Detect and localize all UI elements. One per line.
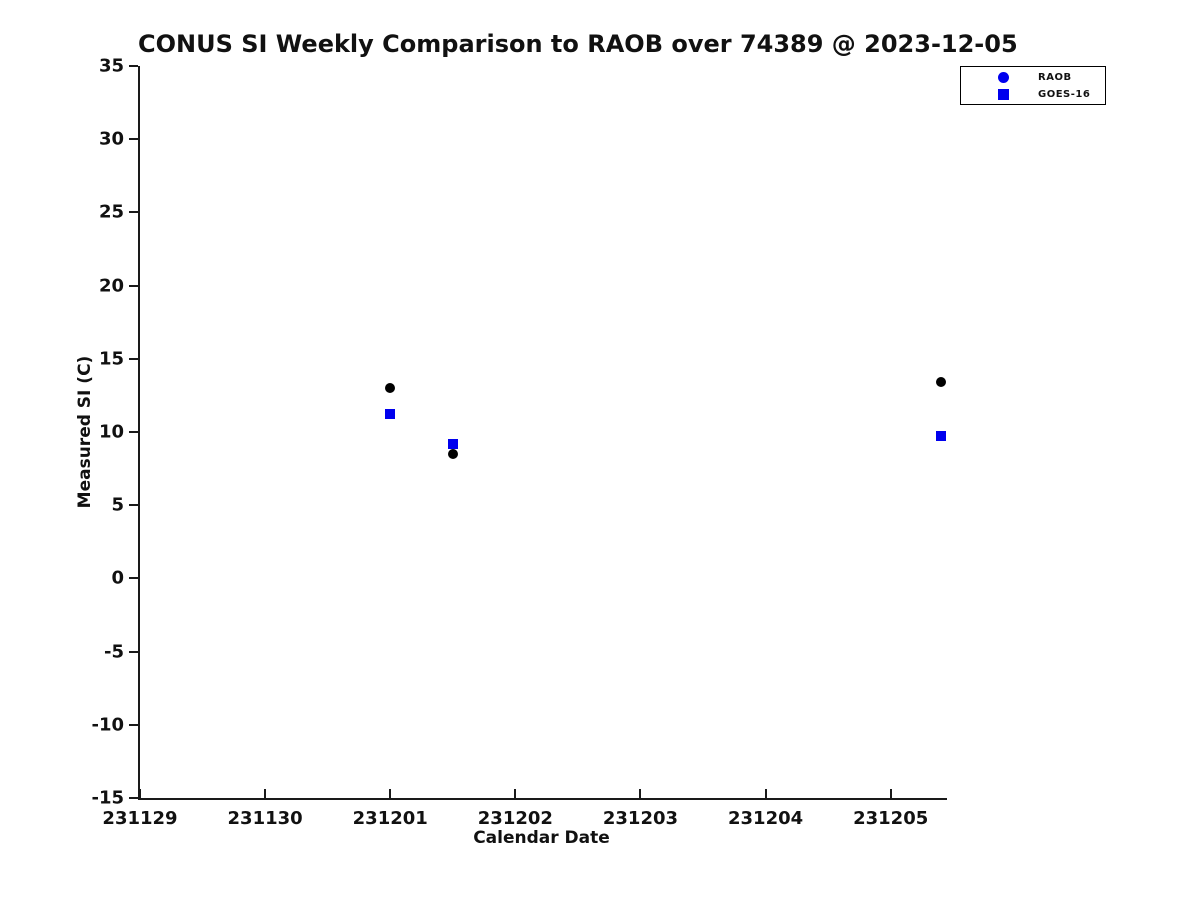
chart-title: CONUS SI Weekly Comparison to RAOB over … bbox=[138, 30, 1018, 58]
y-tick bbox=[129, 504, 138, 507]
y-tick-label: 35 bbox=[98, 55, 124, 77]
y-tick-label: 10 bbox=[98, 421, 124, 443]
x-tick-label: 231129 bbox=[102, 808, 178, 829]
y-tick-label: 0 bbox=[111, 567, 124, 589]
legend-label-goes16: GOES-16 bbox=[1038, 88, 1091, 100]
x-tick-label: 231204 bbox=[728, 808, 804, 829]
y-tick bbox=[129, 797, 138, 799]
y-tick bbox=[129, 284, 138, 287]
x-tick bbox=[764, 789, 767, 798]
x-tick bbox=[139, 789, 141, 798]
legend: RAOB GOES-16 bbox=[960, 66, 1106, 105]
legend-item-raob: RAOB bbox=[961, 70, 1105, 84]
x-tick bbox=[639, 789, 642, 798]
y-tick bbox=[129, 577, 138, 580]
y-tick-label: -10 bbox=[91, 714, 124, 736]
data-point-raob bbox=[447, 448, 458, 459]
legend-raob-circle-icon bbox=[998, 71, 1009, 83]
plot-area: 35 30 25 20 15 10 5 0 -5 -10 -15 231129 231130 231201… bbox=[91, 56, 947, 829]
data-point-goes16 bbox=[447, 438, 458, 449]
data-point-goes16 bbox=[385, 409, 396, 420]
x-tick bbox=[514, 789, 517, 798]
legend-item-goes16: GOES-16 bbox=[961, 87, 1105, 101]
y-axis-label: Measured SI (C) bbox=[75, 355, 95, 509]
y-tick bbox=[129, 431, 138, 433]
y-tick bbox=[129, 65, 138, 67]
x-axis-label: Calendar Date bbox=[473, 828, 610, 848]
y-tick-label: 15 bbox=[98, 348, 124, 370]
data-point-goes16 bbox=[935, 431, 946, 442]
y-tick bbox=[129, 211, 138, 214]
y-tick-label: 25 bbox=[98, 201, 124, 223]
x-tick-label: 231202 bbox=[477, 808, 553, 829]
y-tick-label: 20 bbox=[98, 275, 124, 297]
y-tick bbox=[129, 650, 138, 653]
x-tick bbox=[389, 789, 392, 798]
x-tick-label: 231205 bbox=[853, 808, 929, 829]
x-tick bbox=[889, 789, 892, 798]
y-tick bbox=[129, 138, 138, 141]
y-tick bbox=[129, 357, 138, 360]
legend-label-raob: RAOB bbox=[1038, 71, 1072, 83]
y-tick bbox=[129, 723, 138, 726]
y-tick-label: -5 bbox=[104, 641, 124, 663]
x-tick-label: 231130 bbox=[227, 808, 303, 829]
y-tick-label: -15 bbox=[91, 787, 124, 809]
x-tick bbox=[264, 789, 267, 798]
data-point-raob bbox=[385, 383, 396, 394]
legend-goes16-square-icon bbox=[998, 88, 1009, 100]
x-tick-label: 231203 bbox=[602, 808, 679, 829]
y-tick-label: 5 bbox=[111, 494, 124, 516]
data-point-raob bbox=[935, 377, 946, 388]
y-tick-label: 30 bbox=[98, 128, 124, 150]
x-tick-label: 231201 bbox=[352, 808, 428, 829]
